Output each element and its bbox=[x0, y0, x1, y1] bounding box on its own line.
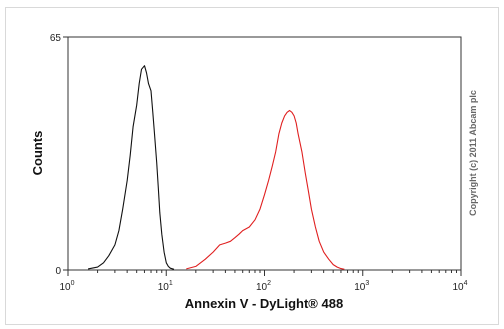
plot-area-border bbox=[67, 36, 462, 271]
histogram-chart: 100 101 102 103 104 0 65 Annexin V - DyLight®… bbox=[30, 33, 478, 311]
chart-frame: 100 101 102 103 104 0 65 Annexin V - DyLight®… bbox=[5, 7, 499, 325]
x-axis-title: Annexin V - DyLight® 488 bbox=[185, 296, 343, 311]
x-tick-label: 103 bbox=[354, 280, 369, 293]
x-tick-label: 100 bbox=[59, 280, 74, 293]
x-tick-label: 102 bbox=[256, 280, 271, 293]
series-2-line bbox=[186, 109, 345, 270]
y-axis: 0 65 bbox=[50, 33, 68, 277]
series-1-line bbox=[87, 65, 175, 270]
y-tick-label: 65 bbox=[50, 33, 62, 44]
x-tick-label: 101 bbox=[158, 280, 173, 293]
series-layer bbox=[87, 65, 345, 270]
x-tick-label: 104 bbox=[452, 280, 467, 293]
y-axis-title: Counts bbox=[30, 131, 45, 176]
x-axis: 100 101 102 103 104 bbox=[59, 270, 468, 293]
copyright-annotation: Copyright (c) 2011 Abcam plc bbox=[468, 90, 478, 216]
y-tick-label: 0 bbox=[55, 266, 61, 277]
